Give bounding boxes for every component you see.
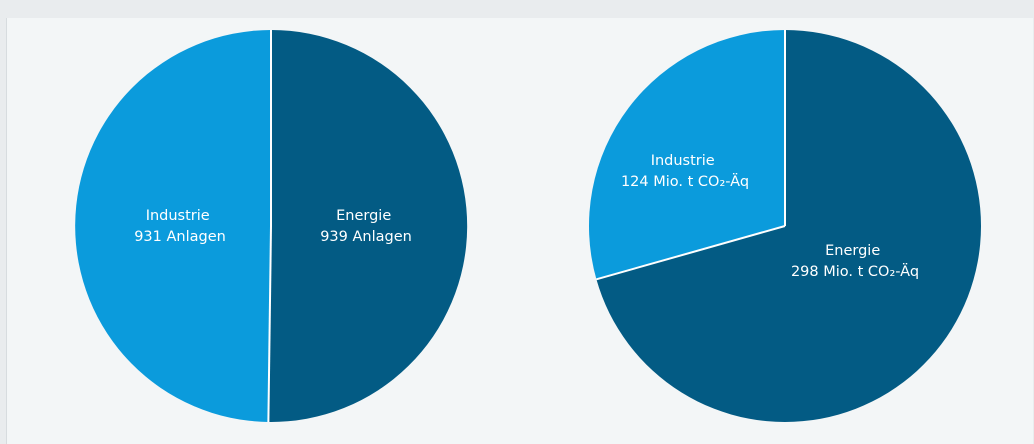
slice-divider-emissions-1: [596, 225, 786, 281]
pie-slice-industrie-installations: [75, 30, 271, 422]
slice-label-industrie-installations: Industrie 931 Anlagen: [134, 208, 226, 245]
pie-chart-installations: Industrie 931 Anlagen Energie 939 Anlage…: [75, 29, 468, 422]
slice-label-energie-emissions: Energie 298 Mio. t CO₂-Äq: [791, 243, 919, 280]
pie-chart-emissions: Industrie 124 Mio. t CO₂-Äq Energie 298 …: [589, 29, 982, 422]
slice-label-energie-installations: Energie 939 Anlagen: [320, 208, 412, 245]
slice-divider-installations-1: [267, 225, 272, 422]
pie-slice-energie-installations: [268, 29, 468, 422]
slice-label-industrie-emissions: Industrie 124 Mio. t CO₂-Äq: [621, 153, 749, 190]
pie-slice-energie-emissions: [596, 29, 982, 422]
pie-slice-industrie-emissions: [589, 30, 785, 280]
